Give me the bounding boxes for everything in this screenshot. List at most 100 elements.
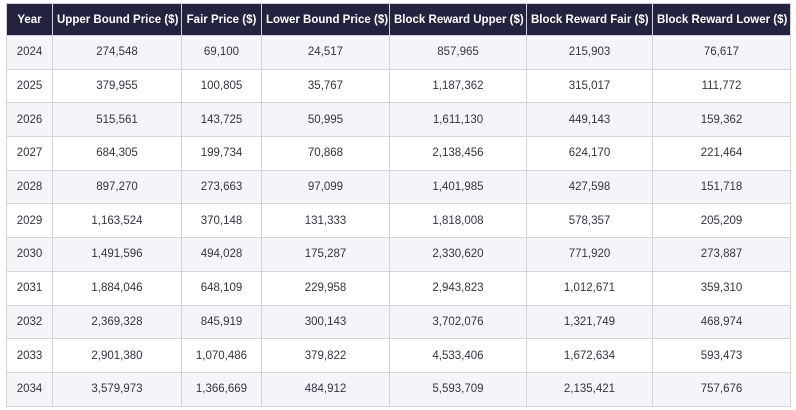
cell-block-reward-fair: 1,012,671 [526,270,653,306]
cell-block-reward-lower: 76,617 [652,35,791,70]
table-row: 2032 2,369,328 845,919 300,143 3,702,076 1,32… [6,304,791,340]
cell-block-reward-upper: 5,593,709 [389,371,527,407]
cell-year: 2024 [6,35,53,70]
cell-lower-bound-price: 379,822 [261,338,390,373]
table-row: 2029 1,163,524 370,148 131,333 1,818,008 578,… [6,203,791,239]
cell-lower-bound-price: 35,767 [261,68,390,104]
cell-block-reward-upper: 2,330,620 [389,237,527,272]
cell-upper-bound-price: 1,491,596 [52,237,182,272]
table-row: 2034 3,579,973 1,366,669 484,912 5,593,709 2,… [6,371,791,407]
table-row: 2025 379,955 100,805 35,767 1,187,362 315,017… [6,68,791,104]
cell-block-reward-lower: 273,887 [652,237,791,272]
price-projection-table: Year Upper Bound Price ($) Fair Price ($… [6,3,791,407]
cell-block-reward-upper: 857,965 [389,35,527,70]
cell-year: 2033 [6,338,53,373]
cell-upper-bound-price: 2,369,328 [52,304,182,340]
cell-block-reward-fair: 315,017 [526,68,653,104]
cell-fair-price: 845,919 [181,304,262,340]
cell-block-reward-upper: 1,818,008 [389,203,527,239]
cell-fair-price: 494,028 [181,237,262,272]
cell-upper-bound-price: 3,579,973 [52,371,182,407]
cell-block-reward-lower: 757,676 [652,371,791,407]
cell-fair-price: 1,070,486 [181,338,262,373]
table-row: 2026 515,561 143,725 50,995 1,611,130 449,143… [6,102,791,138]
cell-block-reward-fair: 1,321,749 [526,304,653,340]
cell-lower-bound-price: 175,287 [261,237,390,272]
table-row: 2027 684,305 199,734 70,868 2,138,456 624,170… [6,136,791,171]
table-body: 2024 274,548 69,100 24,517 857,965 215,903 76,… [6,35,791,407]
cell-fair-price: 199,734 [181,136,262,171]
cell-block-reward-fair: 2,135,421 [526,371,653,407]
cell-block-reward-lower: 221,464 [652,136,791,171]
cell-year: 2028 [6,169,53,205]
cell-year: 2032 [6,304,53,340]
cell-lower-bound-price: 50,995 [261,102,390,138]
cell-block-reward-lower: 111,772 [652,68,791,104]
cell-block-reward-fair: 449,143 [526,102,653,138]
cell-fair-price: 69,100 [181,35,262,70]
cell-block-reward-upper: 1,611,130 [389,102,527,138]
cell-lower-bound-price: 484,912 [261,371,390,407]
cell-block-reward-lower: 205,209 [652,203,791,239]
cell-lower-bound-price: 300,143 [261,304,390,340]
cell-block-reward-fair: 215,903 [526,35,653,70]
table-row: 2030 1,491,596 494,028 175,287 2,330,620 771,… [6,237,791,272]
cell-year: 2027 [6,136,53,171]
cell-lower-bound-price: 131,333 [261,203,390,239]
cell-fair-price: 648,109 [181,270,262,306]
cell-block-reward-fair: 427,598 [526,169,653,205]
cell-lower-bound-price: 229,958 [261,270,390,306]
table-header-row: Year Upper Bound Price ($) Fair Price ($… [6,3,791,36]
cell-block-reward-fair: 578,357 [526,203,653,239]
cell-lower-bound-price: 24,517 [261,35,390,70]
column-header-block-reward-upper[interactable]: Block Reward Upper ($) [389,3,527,36]
cell-year: 2025 [6,68,53,104]
column-header-lower-bound-price[interactable]: Lower Bound Price ($) [261,3,390,36]
cell-year: 2026 [6,102,53,138]
cell-block-reward-upper: 2,943,823 [389,270,527,306]
cell-year: 2029 [6,203,53,239]
cell-year: 2031 [6,270,53,306]
cell-block-reward-upper: 1,187,362 [389,68,527,104]
cell-block-reward-upper: 1,401,985 [389,169,527,205]
cell-fair-price: 370,148 [181,203,262,239]
cell-year: 2030 [6,237,53,272]
cell-upper-bound-price: 379,955 [52,68,182,104]
cell-block-reward-fair: 771,920 [526,237,653,272]
cell-upper-bound-price: 274,548 [52,35,182,70]
price-projection-table-container: Year Upper Bound Price ($) Fair Price ($… [6,3,791,407]
column-header-upper-bound-price[interactable]: Upper Bound Price ($) [52,3,182,36]
cell-upper-bound-price: 1,884,046 [52,270,182,306]
cell-block-reward-upper: 4,533,406 [389,338,527,373]
cell-upper-bound-price: 684,305 [52,136,182,171]
column-header-fair-price[interactable]: Fair Price ($) [181,3,262,36]
cell-upper-bound-price: 897,270 [52,169,182,205]
cell-lower-bound-price: 97,099 [261,169,390,205]
cell-block-reward-lower: 593,473 [652,338,791,373]
cell-block-reward-fair: 624,170 [526,136,653,171]
cell-block-reward-upper: 3,702,076 [389,304,527,340]
cell-upper-bound-price: 515,561 [52,102,182,138]
cell-block-reward-upper: 2,138,456 [389,136,527,171]
column-header-block-reward-fair[interactable]: Block Reward Fair ($) [526,3,653,36]
cell-lower-bound-price: 70,868 [261,136,390,171]
cell-block-reward-fair: 1,672,634 [526,338,653,373]
table-row: 2033 2,901,380 1,070,486 379,822 4,533,406 1,… [6,338,791,373]
table-header: Year Upper Bound Price ($) Fair Price ($… [6,3,791,36]
cell-fair-price: 100,805 [181,68,262,104]
cell-block-reward-lower: 359,310 [652,270,791,306]
table-row: 2028 897,270 273,663 97,099 1,401,985 427,598… [6,169,791,205]
column-header-block-reward-lower[interactable]: Block Reward Lower ($) [652,3,791,36]
cell-fair-price: 143,725 [181,102,262,138]
cell-year: 2034 [6,371,53,407]
table-row: 2031 1,884,046 648,109 229,958 2,943,823 1,01… [6,270,791,306]
cell-upper-bound-price: 2,901,380 [52,338,182,373]
cell-block-reward-lower: 151,718 [652,169,791,205]
cell-upper-bound-price: 1,163,524 [52,203,182,239]
cell-fair-price: 273,663 [181,169,262,205]
cell-fair-price: 1,366,669 [181,371,262,407]
table-row: 2024 274,548 69,100 24,517 857,965 215,903 76,… [6,35,791,70]
cell-block-reward-lower: 159,362 [652,102,791,138]
column-header-year[interactable]: Year [6,3,53,36]
cell-block-reward-lower: 468,974 [652,304,791,340]
